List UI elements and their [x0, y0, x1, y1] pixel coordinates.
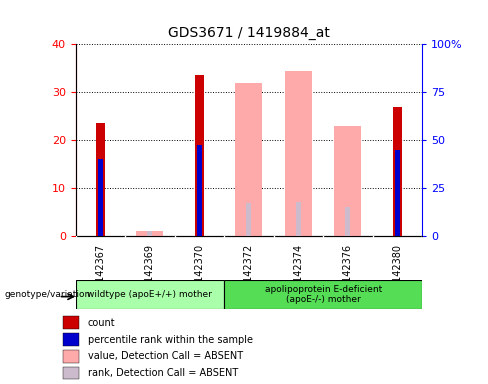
Bar — [76, 280, 224, 309]
Bar — [224, 280, 422, 309]
Bar — [62, 333, 79, 346]
Bar — [393, 106, 402, 236]
Text: value, Detection Call = ABSENT: value, Detection Call = ABSENT — [88, 351, 243, 361]
Text: rank, Detection Call = ABSENT: rank, Detection Call = ABSENT — [88, 368, 238, 378]
Title: GDS3671 / 1419884_at: GDS3671 / 1419884_at — [168, 26, 330, 40]
Bar — [296, 202, 301, 236]
Bar — [246, 203, 251, 236]
Bar — [98, 159, 103, 236]
Text: count: count — [88, 318, 115, 328]
Text: percentile rank within the sample: percentile rank within the sample — [88, 334, 253, 344]
Bar — [62, 350, 79, 362]
Bar — [346, 207, 350, 236]
Bar — [334, 126, 362, 236]
Bar — [96, 123, 105, 236]
Text: wildtype (apoE+/+) mother: wildtype (apoE+/+) mother — [87, 290, 212, 299]
Bar — [62, 367, 79, 379]
Bar — [195, 75, 204, 236]
Text: apolipoprotein E-deficient
(apoE-/-) mother: apolipoprotein E-deficient (apoE-/-) mot… — [264, 285, 382, 305]
Bar — [136, 231, 163, 236]
Bar — [147, 231, 152, 236]
Bar — [395, 150, 400, 236]
Bar — [235, 83, 263, 236]
Bar — [197, 145, 202, 236]
Bar — [285, 71, 312, 236]
Bar — [62, 316, 79, 329]
Text: genotype/variation: genotype/variation — [5, 290, 91, 300]
